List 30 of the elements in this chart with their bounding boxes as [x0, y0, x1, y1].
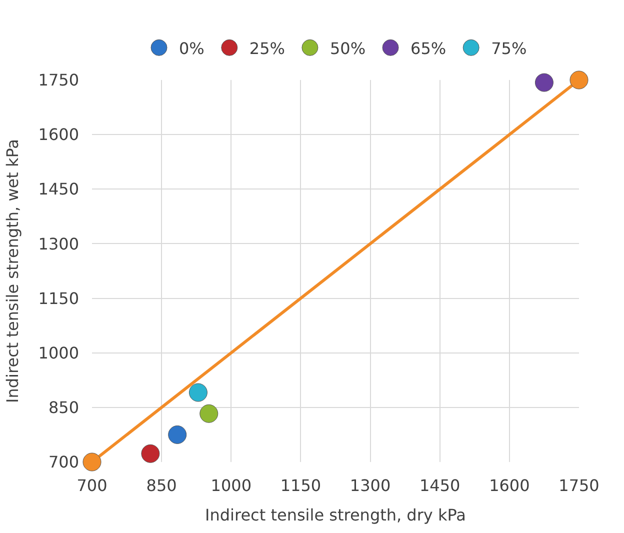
y-tick-label: 850 [48, 398, 79, 418]
point [188, 383, 208, 402]
point [200, 404, 218, 423]
y-tick-label: 1450 [38, 180, 79, 199]
point [168, 425, 187, 444]
point [82, 452, 102, 472]
x-tick-label: 1750 [558, 476, 600, 495]
legend-label: 0% [179, 38, 204, 58]
x-tick-label: 1600 [489, 476, 530, 495]
y-tick-label: 1000 [38, 343, 79, 362]
x-tick-label: 700 [76, 476, 108, 495]
y-tick-label: 1750 [38, 70, 79, 90]
y-tick-label: 700 [48, 452, 79, 472]
y-tick-label: 1150 [38, 288, 79, 308]
y-tick-label: 1600 [38, 125, 79, 144]
legend-label: 65% [410, 38, 446, 58]
x-tick-label: 850 [146, 476, 177, 495]
point [141, 444, 160, 463]
legend-label: 75% [491, 38, 527, 58]
x-tick-label: 1300 [350, 476, 391, 495]
x-axis-title: Indirect tensile strength, dry kPa [205, 506, 466, 525]
point [534, 73, 554, 92]
legend-label: 25% [249, 38, 285, 58]
point [570, 70, 588, 90]
x-tick-label: 1450 [420, 476, 460, 495]
y-axis-title: Indirect tensile strength, wet kPa [3, 139, 22, 403]
x-tick-label: 1000 [210, 476, 252, 495]
y-tick-label: 1300 [38, 234, 79, 254]
x-tick-label: 1150 [280, 476, 322, 495]
legend-label: 50% [330, 38, 366, 58]
